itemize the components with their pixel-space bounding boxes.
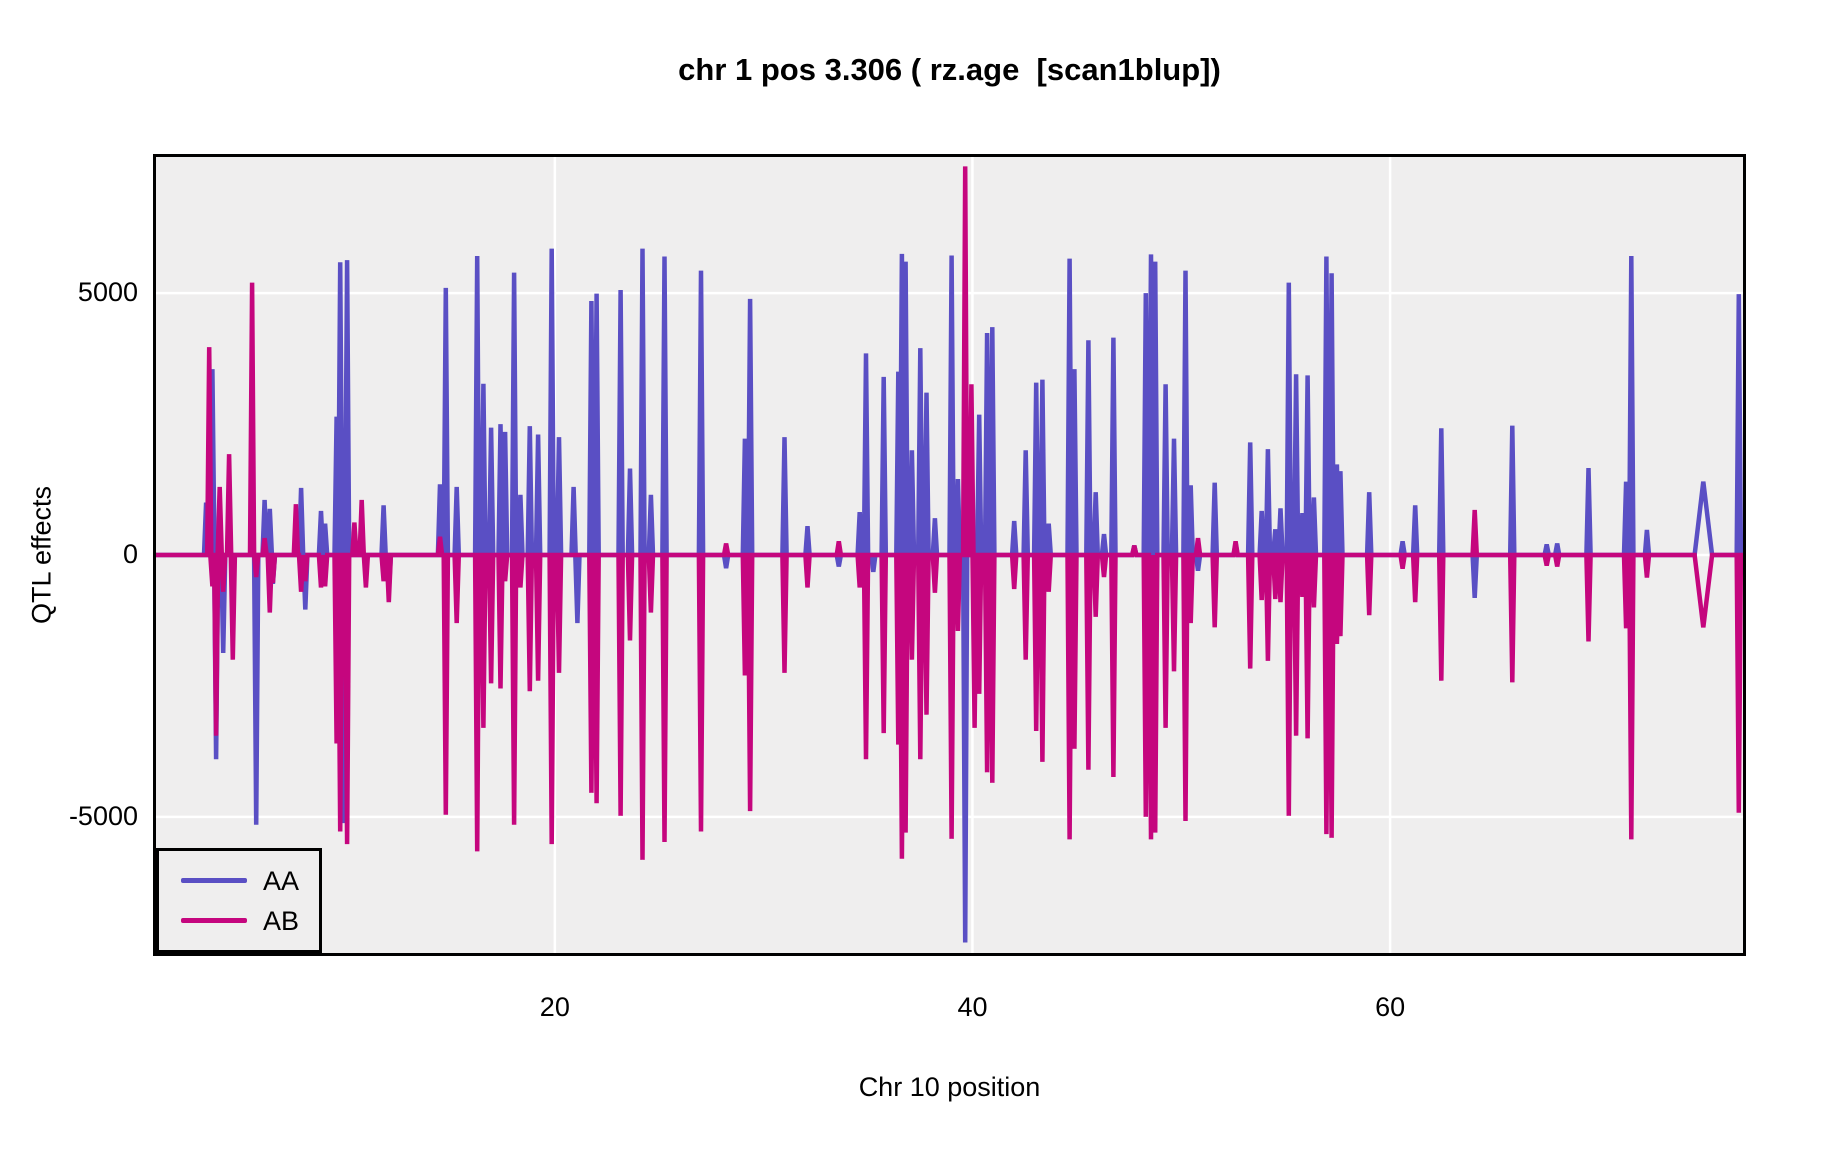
chart-canvas [156,157,1743,953]
legend-item-ab: AB [181,905,319,937]
y-tick-label--5000: -5000 [68,800,138,831]
legend-label-ab: AB [263,905,300,936]
chart-title: chr 1 pos 3.306 ( rz.age [scan1blup]) [678,52,1221,87]
y-tick-label-5000: 5000 [77,277,138,308]
x-tick-label-60: 60 [1375,992,1406,1022]
x-axis-label: Chr 10 position [858,1072,1041,1102]
y-tick-label-0: 0 [122,539,138,569]
plot-panel: AA AB [153,154,1746,956]
series-line-AB [156,166,1743,860]
legend-label-aa: AA [263,865,300,896]
x-tick-label-20: 20 [539,992,570,1022]
aa-line-swatch [181,878,247,883]
ab-line-swatch [181,918,247,923]
legend-item-aa: AA [181,865,319,897]
legend: AA AB [156,848,322,953]
x-tick-label-40: 40 [957,992,988,1022]
